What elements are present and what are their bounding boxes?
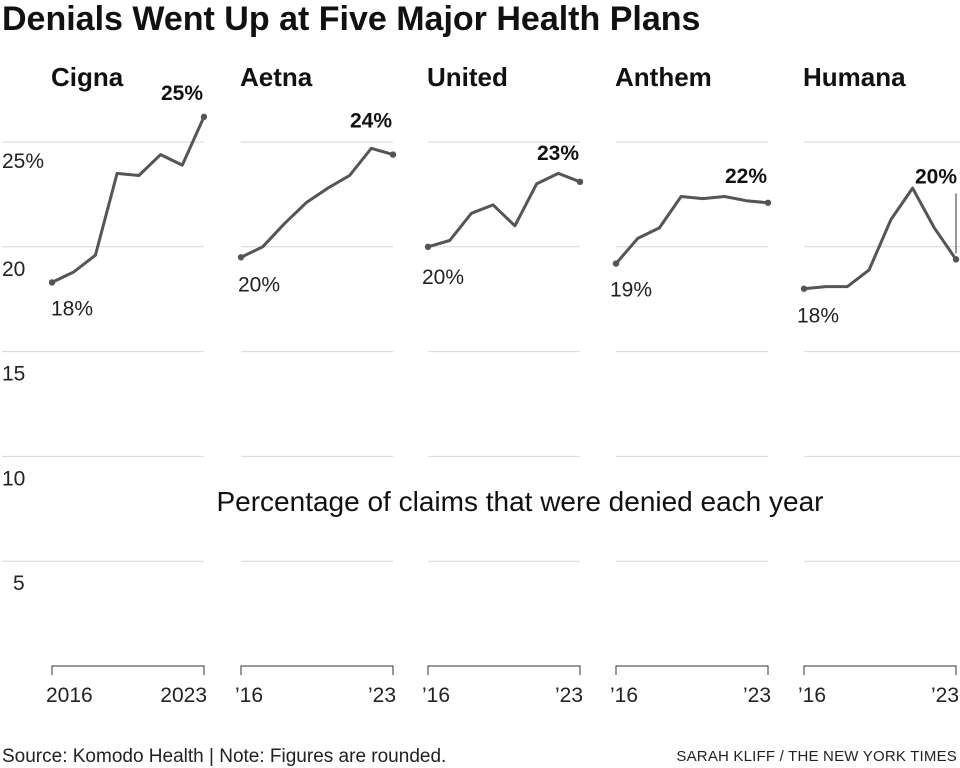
x-axis (427, 665, 581, 675)
end-point (389, 151, 397, 158)
end-point (576, 178, 584, 186)
series-line (614, 195, 770, 266)
panel-title: Anthem (615, 62, 712, 92)
y-tick-label: 10 (2, 467, 25, 490)
end-value-label: 22% (725, 165, 767, 188)
end-value-label: 24% (350, 110, 392, 133)
panel-title: United (427, 62, 508, 92)
x-axis (615, 665, 769, 675)
start-value-label: 18% (51, 297, 93, 320)
x-tick-label: ’16 (798, 684, 826, 707)
y-tick-label: 15 (2, 363, 25, 386)
end-point (200, 113, 208, 121)
x-tick-label: 2023 (160, 684, 207, 707)
chart-title: Denials Went Up at Five Major Health Pla… (2, 0, 700, 38)
start-value-label: 20% (422, 266, 464, 289)
y-tick-label: 5 (13, 572, 25, 595)
x-tick-label: 2016 (46, 684, 93, 707)
series-line (802, 186, 958, 291)
source-note: Source: Komodo Health | Note: Figures ar… (2, 746, 446, 767)
gridlines (2, 141, 960, 562)
y-tick-label: 20 (2, 258, 25, 281)
panel-aetna: Aetna 24% 20% ’16 ’23 (235, 62, 397, 707)
start-value-label: 20% (238, 273, 280, 296)
chart-subtitle: Percentage of claims that were denied ea… (216, 486, 823, 517)
panel-title: Humana (803, 62, 906, 92)
start-value-label: 18% (797, 305, 839, 328)
start-point (237, 254, 245, 261)
y-tick-label: 25% (2, 150, 44, 173)
x-tick-label: ’23 (743, 684, 771, 707)
x-tick-label: ’16 (422, 684, 450, 707)
x-axis (240, 665, 394, 675)
panel-cigna: Cigna 25% 18% 2016 2023 (46, 62, 208, 707)
x-axis (803, 665, 957, 675)
x-axis (51, 665, 205, 675)
x-tick-label: ’23 (368, 684, 396, 707)
start-value-label: 19% (610, 279, 652, 302)
start-point (800, 285, 808, 292)
end-point (764, 199, 772, 206)
series-line (426, 171, 582, 249)
panel-anthem: Anthem 22% 19% ’16 ’23 (610, 62, 772, 707)
end-value-label: 25% (161, 82, 203, 105)
series-line (50, 115, 206, 284)
panel-united: United 23% 20% ’16 ’23 (422, 62, 584, 707)
y-axis-ticks: 25% 20 15 10 5 (2, 150, 44, 595)
x-tick-label: ’16 (610, 684, 638, 707)
x-tick-label: ’23 (555, 684, 583, 707)
x-tick-label: ’23 (931, 684, 959, 707)
x-tick-label: ’16 (235, 684, 263, 707)
series-line (239, 146, 395, 259)
start-point (612, 260, 620, 267)
panel-humana: Humana 20% 18% ’16 ’23 (797, 62, 960, 707)
byline-credit: SARAH KLIFF / THE NEW YORK TIMES (676, 748, 957, 765)
end-point (952, 256, 960, 263)
end-value-label: 23% (537, 142, 579, 165)
end-value-label: 20% (915, 165, 957, 188)
start-point (424, 243, 432, 250)
panel-title: Cigna (51, 62, 124, 92)
start-point (48, 279, 56, 286)
panel-title: Aetna (240, 62, 313, 92)
